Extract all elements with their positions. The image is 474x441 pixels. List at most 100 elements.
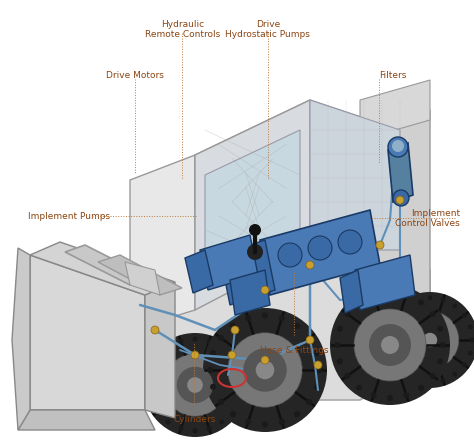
Circle shape xyxy=(228,333,302,407)
Circle shape xyxy=(279,315,285,321)
Circle shape xyxy=(149,368,154,374)
Circle shape xyxy=(393,313,398,318)
Circle shape xyxy=(387,351,392,355)
Circle shape xyxy=(151,326,159,334)
Circle shape xyxy=(306,261,314,269)
Circle shape xyxy=(255,361,274,379)
Circle shape xyxy=(381,336,399,354)
Circle shape xyxy=(423,333,437,347)
Circle shape xyxy=(155,409,161,415)
Circle shape xyxy=(177,367,213,403)
Circle shape xyxy=(393,190,409,206)
Circle shape xyxy=(413,323,447,357)
Circle shape xyxy=(387,289,393,295)
Polygon shape xyxy=(100,250,430,400)
Polygon shape xyxy=(98,255,182,295)
Circle shape xyxy=(468,351,473,355)
Circle shape xyxy=(308,236,332,260)
Circle shape xyxy=(192,336,198,342)
Circle shape xyxy=(396,196,404,204)
Circle shape xyxy=(210,384,216,390)
Circle shape xyxy=(403,392,410,398)
Polygon shape xyxy=(18,410,155,430)
Circle shape xyxy=(191,351,199,359)
Polygon shape xyxy=(12,248,30,430)
Circle shape xyxy=(203,308,327,432)
Circle shape xyxy=(468,325,473,329)
Polygon shape xyxy=(260,210,380,295)
Circle shape xyxy=(385,338,390,342)
Circle shape xyxy=(356,385,362,391)
Circle shape xyxy=(146,382,152,388)
Circle shape xyxy=(245,419,251,425)
Circle shape xyxy=(294,323,300,329)
Polygon shape xyxy=(30,242,175,295)
Circle shape xyxy=(187,377,203,393)
Text: Implement Pumps: Implement Pumps xyxy=(28,212,110,220)
Circle shape xyxy=(247,244,263,260)
Circle shape xyxy=(337,326,343,332)
Circle shape xyxy=(238,382,243,388)
Circle shape xyxy=(236,396,241,402)
Circle shape xyxy=(314,350,320,356)
Circle shape xyxy=(387,325,392,329)
Circle shape xyxy=(230,411,236,417)
Circle shape xyxy=(440,342,446,348)
Circle shape xyxy=(369,324,411,366)
Circle shape xyxy=(415,378,419,383)
Polygon shape xyxy=(340,270,363,313)
Circle shape xyxy=(462,363,466,367)
Circle shape xyxy=(261,286,269,294)
Circle shape xyxy=(178,426,183,431)
Circle shape xyxy=(143,333,247,437)
Circle shape xyxy=(306,335,312,341)
Polygon shape xyxy=(360,80,430,140)
Circle shape xyxy=(428,380,432,385)
Circle shape xyxy=(249,224,261,236)
Circle shape xyxy=(306,399,312,405)
Circle shape xyxy=(388,137,408,157)
Circle shape xyxy=(219,419,225,425)
Circle shape xyxy=(441,297,446,302)
Circle shape xyxy=(418,299,424,305)
Polygon shape xyxy=(195,100,400,210)
Circle shape xyxy=(207,367,214,373)
Circle shape xyxy=(403,372,408,377)
Circle shape xyxy=(278,243,302,267)
Polygon shape xyxy=(230,270,270,315)
Circle shape xyxy=(164,354,226,416)
Text: Implement
Control Valves: Implement Control Valves xyxy=(395,209,460,228)
Circle shape xyxy=(354,309,426,381)
Circle shape xyxy=(231,326,239,334)
Polygon shape xyxy=(65,245,150,285)
Circle shape xyxy=(393,363,398,367)
Circle shape xyxy=(401,311,459,369)
Text: Cylinders: Cylinders xyxy=(173,415,216,423)
Text: Hose & Fittings: Hose & Fittings xyxy=(260,346,328,355)
Circle shape xyxy=(344,373,350,379)
Circle shape xyxy=(441,378,446,383)
Circle shape xyxy=(452,372,457,377)
Circle shape xyxy=(430,373,436,379)
Circle shape xyxy=(229,355,235,361)
Circle shape xyxy=(207,426,212,431)
Circle shape xyxy=(165,345,171,351)
Circle shape xyxy=(262,422,268,428)
Circle shape xyxy=(314,384,320,390)
Circle shape xyxy=(228,351,236,359)
Circle shape xyxy=(219,345,225,351)
Circle shape xyxy=(392,140,404,152)
Polygon shape xyxy=(130,155,195,330)
Text: Filters: Filters xyxy=(379,71,407,79)
Circle shape xyxy=(387,395,393,401)
Polygon shape xyxy=(310,100,400,250)
Circle shape xyxy=(428,295,432,300)
Circle shape xyxy=(210,350,216,356)
Circle shape xyxy=(382,292,474,388)
Circle shape xyxy=(262,312,268,318)
Circle shape xyxy=(418,385,424,391)
Circle shape xyxy=(261,356,269,364)
Circle shape xyxy=(338,230,362,254)
Circle shape xyxy=(376,241,384,249)
Polygon shape xyxy=(125,262,160,295)
